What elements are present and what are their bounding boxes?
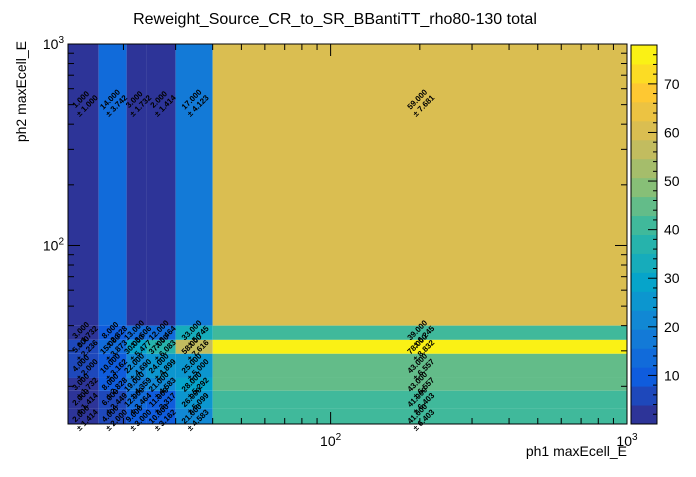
palette-band [631,234,657,254]
palette-band [631,272,657,292]
heatmap-cells [68,44,628,424]
palette-band [631,348,657,368]
x-axis-tick-label: 102 [320,432,342,449]
palette-band [631,310,657,330]
heatmap-cell [212,353,628,378]
heatmap-cell [212,408,628,424]
heatmap-cell [98,339,127,354]
heatmap-cell [212,339,628,354]
heatmap-cell [146,353,176,378]
palette-band [631,215,657,235]
palette-band [631,63,657,84]
palette-band [631,120,657,141]
heatmap-cell [175,339,213,354]
heatmap-cell [175,377,213,391]
color-palette-bar: 10 20 30 40 50 60 70 [630,44,680,425]
cell-value-label: 10.000± 3.162 [98,350,130,382]
x-axis-title: ph1 maxEcell_E [526,443,627,459]
palette-band [631,405,657,425]
heatmap-cell [98,408,127,424]
y-axis-tick-label-base: 10 [43,237,59,253]
heatmap-cell [146,390,176,409]
heatmap-cell [126,44,147,326]
heatmap-cell [68,353,99,378]
palette-tick-label: 60 [664,124,680,140]
palette-band [631,45,657,65]
x-axis-tick-label-exponent: 3 [632,432,638,443]
heatmap-cell [126,339,147,354]
heatmap-cell [175,390,213,409]
palette-band [631,139,657,160]
palette-band [631,386,657,406]
palette-frame [630,44,658,425]
palette-band [631,82,657,103]
heatmap-cell [146,339,176,354]
y-axis-tick-label-exponent: 2 [58,236,64,247]
heatmap-cell [68,408,99,424]
heatmap-cell [212,377,628,391]
palette-band [631,196,657,217]
chart-title: Reweight_Source_CR_to_SR_BBantiTT_rho80-… [133,11,537,28]
heatmap-cell [212,325,628,340]
heatmap-cell [212,44,628,326]
y-axis-tick-label-base: 10 [43,36,59,52]
heatmap-cell [68,339,99,354]
heatmap-cell [146,325,176,340]
heatmap-cell [175,408,213,424]
plot-frame [67,43,628,425]
heatmap-cell [126,390,147,409]
heatmap-cell [68,325,99,340]
palette-band [631,158,657,179]
heatmap-cell [126,408,147,424]
palette-band [631,101,657,122]
palette-band [631,367,657,387]
x-axis-tick-label: 103 [616,432,638,449]
palette-tick-label: 10 [664,367,680,383]
palette-tick-label: 30 [664,270,680,286]
palette-tick-label: 50 [664,173,680,189]
heatmap-cell [126,325,147,340]
heatmap-cell [98,325,127,340]
heatmap-cell [126,377,147,391]
y-axis-tick-label-exponent: 3 [58,35,64,46]
palette-band [631,177,657,198]
heatmap-cell [68,377,99,391]
heatmap-cell [98,44,127,326]
heatmap-cell [146,377,176,391]
heatmap-cell [212,390,628,409]
x-axis-tick-label-base: 10 [320,433,336,449]
heatmap-cell [175,44,213,326]
x-axis-tick-label-exponent: 2 [336,432,342,443]
heatmap-cell [175,325,213,340]
palette-band [631,291,657,311]
heatmap-cell [68,390,99,409]
heatmap-cell [175,353,213,378]
heatmap-cell [98,377,127,391]
palette-band [631,329,657,349]
heatmap-cell [98,390,127,409]
palette-tick-label: 20 [664,319,680,335]
y-axis-tick-label: 103 [43,35,65,52]
palette-tick-label: 40 [664,222,680,238]
heatmap-cell [126,353,147,378]
y-axis-title: ph2 maxEcell_E [13,41,29,142]
x-axis-tick-label-base: 10 [616,433,632,449]
heatmap-cell [146,44,176,326]
heatmap-cell [98,353,127,378]
heatmap-cell [146,408,176,424]
palette-tick-label: 70 [664,76,680,92]
palette-band [631,253,657,273]
y-axis-tick-label: 102 [43,236,65,253]
